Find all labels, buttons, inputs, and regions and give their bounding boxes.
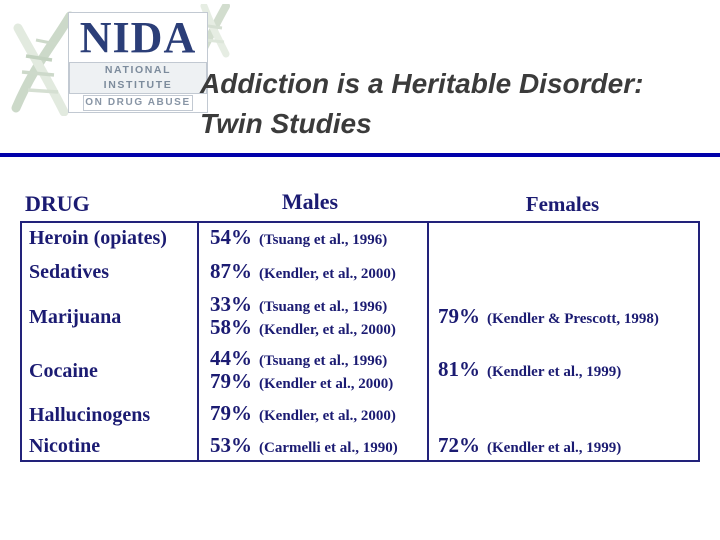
males-citation: (Tsuang et al., 1996): [259, 299, 388, 316]
drug-cell: Marijuana: [22, 291, 197, 344]
females-percent: 81%: [438, 357, 480, 382]
drug-cell: Nicotine: [22, 432, 197, 460]
nida-logo: NIDA NATIONAL INSTITUTE ON DRUG ABUSE: [6, 4, 232, 116]
males-percent: 58%: [210, 315, 252, 340]
males-cell: 53% (Carmelli et al., 1990): [197, 432, 427, 461]
males-citation: (Tsuang et al., 1996): [259, 352, 388, 369]
females-citation: (Kendler & Prescott, 1998): [487, 310, 659, 327]
table-row-marijuana: Marijuana 33% (Tsuang et al., 1996) 58% (K…: [22, 290, 698, 344]
males-cell: 33% (Tsuang et al., 1996) 58% (Kendler, et…: [197, 290, 427, 344]
males-percent: 33%: [210, 292, 252, 317]
drug-name: Heroin (opiates): [29, 227, 167, 250]
drug-name: Cocaine: [29, 359, 98, 382]
drug-cell: Hallucinogens: [22, 397, 197, 432]
slide-title-line2: Twin Studies: [200, 108, 372, 139]
females-cell-empty: [427, 397, 698, 433]
column-header-females: Females: [525, 192, 600, 216]
drug-name: Hallucinogens: [29, 403, 151, 426]
title-divider-rule: [0, 153, 720, 157]
table-row-nicotine: Nicotine 53% (Carmelli et al., 1990) 72% (…: [22, 432, 698, 461]
males-percent: 79%: [210, 401, 252, 426]
females-cell: 72% (Kendler et al., 1999): [427, 432, 698, 461]
table-row-cocaine: Cocaine 44% (Tsuang et al., 1996) 79% (Ken…: [22, 343, 698, 398]
males-percent: 54%: [210, 224, 252, 249]
males-cell: 79% (Kendler, et al., 2000): [197, 397, 427, 433]
females-citation: (Kendler et al., 1999): [487, 364, 622, 381]
females-percent: 72%: [438, 432, 480, 457]
drug-name: Nicotine: [29, 435, 101, 458]
table-header-row: DRUG Males Females: [20, 189, 700, 219]
drug-name: Marijuana: [29, 306, 122, 329]
males-percent: 87%: [210, 258, 252, 283]
males-cell: 54% (Tsuang et al., 1996): [197, 223, 427, 254]
males-citation: (Tsuang et al., 1996): [259, 231, 388, 248]
nida-logo-institute-line: NATIONAL INSTITUTE: [69, 62, 207, 94]
drug-cell: Cocaine: [22, 344, 197, 397]
females-citation: (Kendler et al., 1999): [487, 439, 622, 456]
nida-logo-drug-abuse-line: ON DRUG ABUSE: [83, 95, 193, 111]
males-citation: (Kendler, et al., 2000): [259, 408, 396, 425]
females-cell-empty: [427, 223, 698, 254]
column-header-males: Males: [281, 189, 339, 214]
table-row-hallucinogens: Hallucinogens 79% (Kendler, et al., 2000): [22, 397, 698, 433]
males-citation: (Kendler, et al., 2000): [259, 265, 396, 282]
slide-title: Addiction is a Heritable Disorder: Twin …: [200, 64, 720, 144]
drug-name: Sedatives: [29, 261, 109, 284]
nida-logo-acronym: NIDA: [79, 13, 197, 62]
males-cell: 44% (Tsuang et al., 1996) 79% (Kendler et …: [197, 343, 427, 398]
nida-logo-box: NIDA NATIONAL INSTITUTE ON DRUG ABUSE: [68, 12, 208, 113]
table-row-heroin: Heroin (opiates) 54% (Tsuang et al., 1996…: [22, 223, 698, 254]
column-header-drug: DRUG: [25, 191, 90, 216]
females-percent: 79%: [438, 303, 480, 328]
drug-cell: Sedatives: [22, 253, 197, 290]
males-citation: (Carmelli et al., 1990): [259, 439, 398, 456]
males-citation: (Kendler, et al., 2000): [259, 322, 396, 339]
females-cell-empty: [427, 253, 698, 291]
heritability-table: Heroin (opiates) 54% (Tsuang et al., 1996…: [20, 221, 700, 462]
males-percent: 44%: [210, 345, 252, 370]
females-cell: 81% (Kendler et al., 1999): [427, 343, 698, 398]
males-cell: 87% (Kendler, et al., 2000): [197, 253, 427, 291]
slide-title-line1: Addiction is a Heritable Disorder:: [200, 68, 644, 99]
table-row-sedatives: Sedatives 87% (Kendler, et al., 2000): [22, 253, 698, 291]
males-percent: 53%: [210, 432, 252, 457]
drug-cell: Heroin (opiates): [22, 223, 197, 253]
males-citation: (Kendler et al., 2000): [259, 375, 394, 392]
females-cell: 79% (Kendler & Prescott, 1998): [427, 290, 698, 344]
males-percent: 79%: [210, 368, 252, 393]
